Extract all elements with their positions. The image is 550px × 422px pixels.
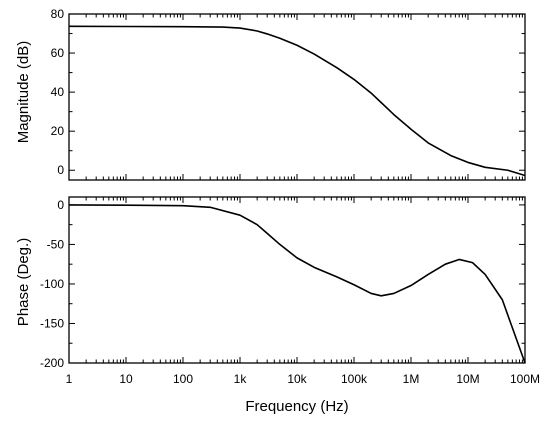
x-tick-label: 1M <box>403 372 420 386</box>
y-tick-label: -100 <box>40 277 64 291</box>
x-tick-label: 100k <box>341 372 368 386</box>
magnitude-ticks <box>68 13 526 180</box>
phase-y-axis-title: Phase (Deg.) <box>15 238 32 326</box>
y-tick-label: 0 <box>57 163 64 177</box>
x-tick-label: 100 <box>173 372 193 386</box>
x-tick-label: 10M <box>456 372 479 386</box>
magnitude-curve <box>68 25 526 177</box>
y-tick-label: 60 <box>51 46 65 60</box>
magnitude-plot-frame <box>68 13 526 181</box>
y-tick-label: 80 <box>51 7 65 21</box>
x-tick-label: 1k <box>234 372 248 386</box>
magnitude-panel: 0 20 40 60 80 Magnitude (dB) <box>15 7 526 181</box>
phase-curve <box>68 204 526 364</box>
phase-panel: -200 -150 -100 -50 0 1 10 100 1k 10k 100k 1M 10M 100… <box>15 196 540 415</box>
magnitude-y-tick-labels: 0 20 40 60 80 <box>51 7 65 177</box>
x-tick-label: 100M <box>510 372 540 386</box>
phase-ticks <box>68 197 526 364</box>
frequency-x-tick-labels: 1 10 100 1k 10k 100k 1M 10M 100M <box>66 372 540 386</box>
x-tick-label: 10k <box>287 372 307 386</box>
y-tick-label: 0 <box>57 198 64 212</box>
x-tick-label: 1 <box>66 372 73 386</box>
magnitude-y-axis-title: Magnitude (dB) <box>15 41 32 144</box>
phase-y-tick-labels: -200 -150 -100 -50 0 <box>40 198 64 370</box>
frequency-x-axis-title: Frequency (Hz) <box>245 398 348 415</box>
y-tick-label: 40 <box>51 85 65 99</box>
x-tick-label: 10 <box>119 372 133 386</box>
phase-plot-frame <box>68 196 526 364</box>
y-tick-label: 20 <box>51 124 65 138</box>
y-tick-label: -150 <box>40 316 64 330</box>
y-tick-label: -200 <box>40 356 64 370</box>
y-tick-label: -50 <box>47 237 65 251</box>
